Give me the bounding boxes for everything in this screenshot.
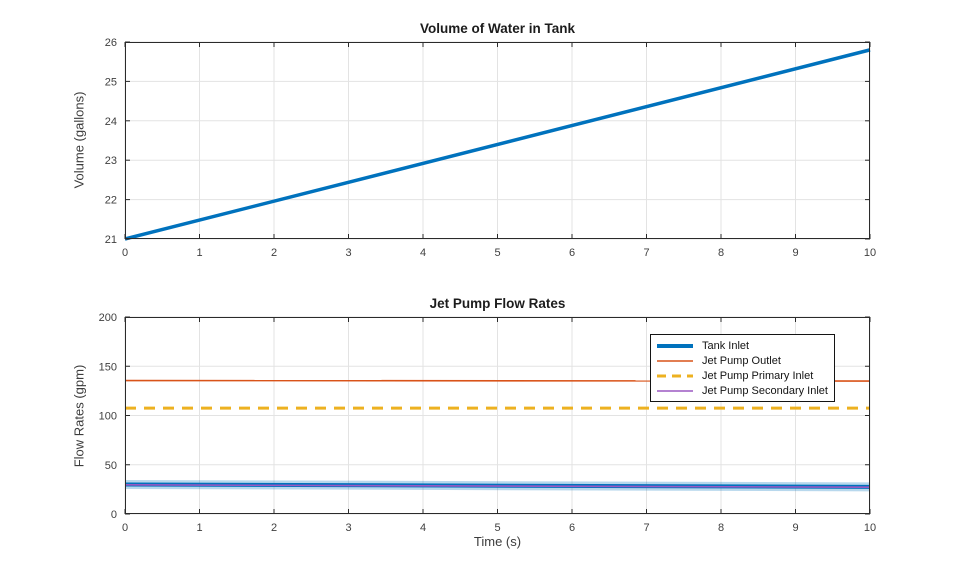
y-tick-label: 22 [105, 195, 117, 207]
x-tick-label: 7 [643, 247, 649, 259]
x-tick-label: 0 [122, 247, 128, 259]
volume-plot-area: 0 1 2 3 4 5 6 7 8 9 10 21 22 23 24 25 26 [0, 0, 959, 277]
y-tick-label: 23 [105, 155, 117, 167]
x-tick-label: 10 [864, 522, 876, 534]
x-tick-label: 9 [792, 522, 798, 534]
x-tick-label: 3 [345, 247, 351, 259]
x-tick-label: 8 [718, 522, 724, 534]
legend-line-sample [657, 389, 693, 392]
x-tick-label: 2 [271, 522, 277, 534]
x-tick-label: 5 [494, 522, 500, 534]
y-tick-label: 26 [105, 37, 117, 49]
legend-line-sample [657, 374, 693, 377]
series-line-jet-pump-secondary-inlet [124, 484, 871, 489]
x-tick-label: 3 [345, 522, 351, 534]
y-tick-label: 150 [99, 361, 117, 373]
x-tick-label: 6 [569, 522, 575, 534]
volume-chart-title: Volume of Water in Tank [419, 21, 575, 36]
flow-rates-plot-area: 0 1 2 3 4 5 6 7 8 9 10 0 50 100 150 200 [0, 277, 959, 577]
time-x-axis-label: Time (s) [473, 534, 522, 549]
legend-item: Jet Pump Outlet [656, 353, 828, 368]
x-tick-label: 5 [494, 247, 500, 259]
x-tick-label: 0 [122, 522, 128, 534]
flow-rates-y-axis-label: Flow Rates (gpm) [71, 364, 87, 468]
x-tick-label: 4 [420, 522, 426, 534]
axes-box [124, 316, 871, 515]
x-tick-label: 10 [864, 247, 876, 259]
legend-line-sample [657, 359, 693, 362]
x-tick-label: 1 [196, 247, 202, 259]
y-tick-label: 100 [99, 411, 117, 423]
y-tick-label: 21 [105, 234, 117, 246]
legend-item: Jet Pump Primary Inlet [656, 368, 828, 383]
y-tick-label: 24 [105, 116, 117, 128]
x-tick-label: 6 [569, 247, 575, 259]
x-tick-label: 9 [792, 247, 798, 259]
legend-label: Jet Pump Primary Inlet [702, 369, 814, 382]
x-tick-label: 8 [718, 247, 724, 259]
y-tick-label: 200 [99, 312, 117, 324]
series-line-tank-volume [124, 48, 871, 241]
y-tick-label: 0 [111, 509, 117, 521]
legend-label: Jet Pump Outlet [702, 354, 781, 367]
legend-label: Tank Inlet [702, 339, 750, 352]
legend-box: Tank Inlet Jet Pump Outlet Jet Pump Primar… [650, 334, 835, 402]
x-tick-label: 1 [196, 522, 202, 534]
x-tick-label: 2 [271, 247, 277, 259]
legend-item: Jet Pump Secondary Inlet [656, 383, 828, 398]
legend-label: Jet Pump Secondary Inlet [702, 384, 828, 397]
legend-item: Tank Inlet [656, 338, 828, 353]
flow-rates-chart: Jet Pump Flow Rates Flow Rates (gpm) Tim… [0, 277, 959, 577]
volume-y-axis-label: Volume (gallons) [71, 91, 87, 189]
x-tick-label: 4 [420, 247, 426, 259]
volume-chart: Volume of Water in Tank Volume (gallons)… [0, 0, 959, 277]
axes-box [124, 41, 871, 240]
flow-rates-chart-title: Jet Pump Flow Rates [429, 296, 566, 311]
legend-line-sample [657, 343, 693, 348]
y-tick-label: 50 [105, 460, 117, 472]
y-tick-label: 25 [105, 76, 117, 88]
x-tick-label: 7 [643, 522, 649, 534]
